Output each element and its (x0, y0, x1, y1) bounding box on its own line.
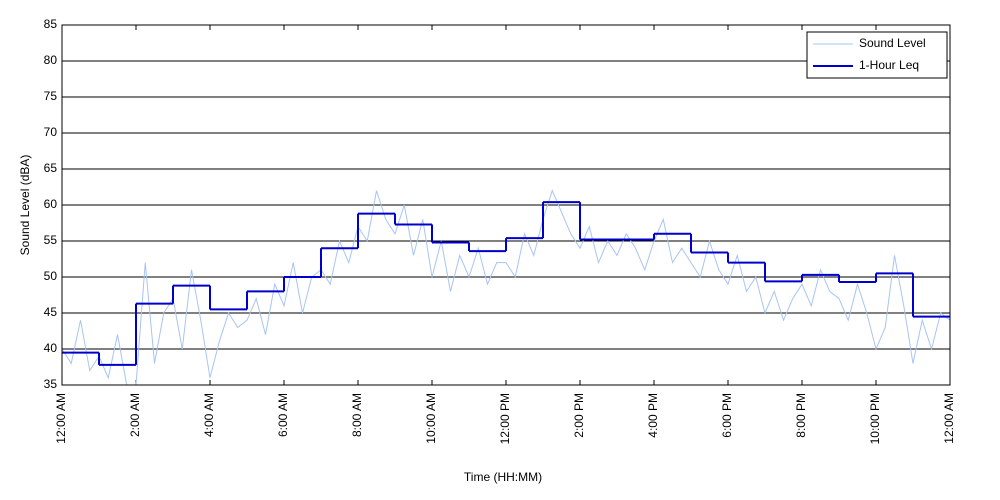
y-tick-label: 65 (44, 161, 58, 175)
y-axis-label: Sound Level (dBA) (18, 155, 32, 256)
x-tick-label: 8:00 PM (794, 393, 808, 438)
x-tick-label: 8:00 AM (350, 393, 364, 437)
y-tick-label: 35 (44, 377, 58, 391)
x-tick-label: 6:00 AM (276, 393, 290, 437)
y-tick-label: 80 (44, 53, 58, 67)
x-tick-label: 10:00 PM (868, 393, 882, 444)
x-tick-label: 12:00 PM (498, 393, 512, 444)
x-tick-label: 12:00 AM (942, 393, 956, 444)
legend-label: 1-Hour Leq (859, 58, 919, 72)
y-tick-label: 85 (44, 17, 58, 31)
x-tick-label: 4:00 PM (646, 393, 660, 438)
x-tick-label: 2:00 PM (572, 393, 586, 438)
x-tick-label: 2:00 AM (128, 393, 142, 437)
legend-box (806, 31, 948, 79)
x-tick-label: 4:00 AM (202, 393, 216, 437)
plot-border (61, 24, 951, 386)
y-tick-label: 75 (44, 89, 58, 103)
y-tick-label: 40 (44, 341, 58, 355)
y-tick-label: 50 (44, 269, 58, 283)
y-tick-label: 70 (44, 125, 58, 139)
legend-label: Sound Level (859, 36, 926, 50)
y-tick-label: 55 (44, 233, 58, 247)
y-tick-label: 60 (44, 197, 58, 211)
sound-level-line (61, 189, 951, 386)
x-tick-label: 10:00 AM (424, 393, 438, 444)
x-tick-label: 12:00 AM (54, 393, 68, 444)
y-tick-label: 45 (44, 305, 58, 319)
x-tick-label: 6:00 PM (720, 393, 734, 438)
x-axis-label: Time (HH:MM) (464, 470, 542, 484)
